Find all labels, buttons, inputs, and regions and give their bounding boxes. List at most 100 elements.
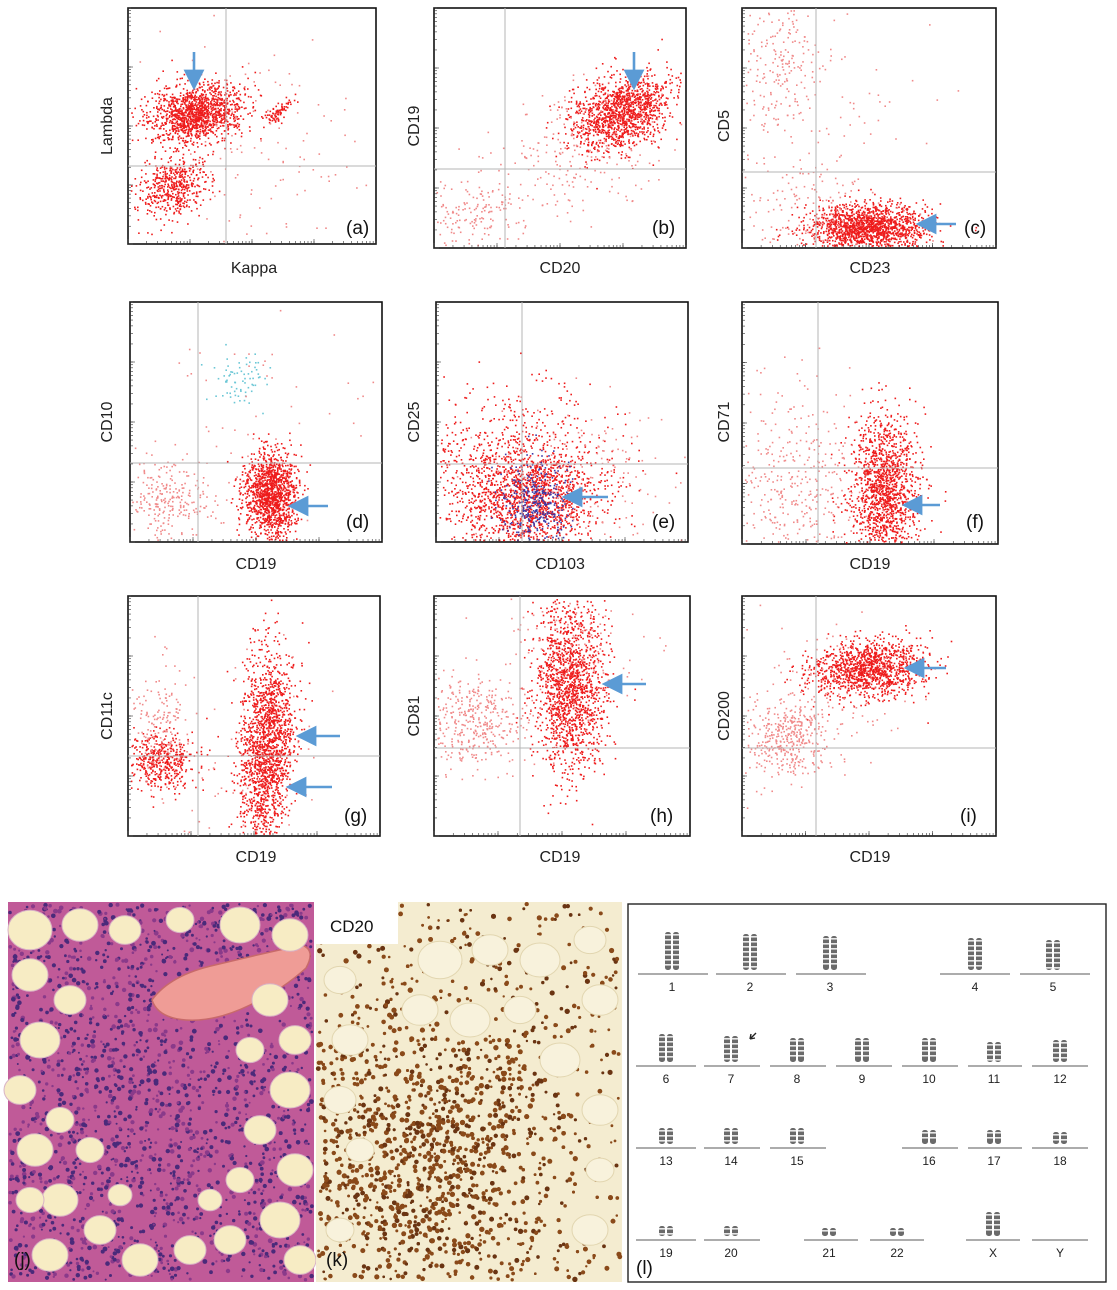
event-dot — [844, 195, 846, 197]
event-dot — [221, 114, 223, 117]
event-dot — [146, 187, 148, 189]
event-dot — [170, 170, 173, 173]
event-dot — [620, 142, 622, 144]
event-dot — [156, 194, 158, 197]
event-dot — [603, 156, 605, 159]
event-dot — [195, 163, 197, 166]
event-dot — [365, 184, 368, 187]
event-dot — [223, 194, 226, 196]
event-dot — [177, 138, 180, 141]
event-dot — [228, 94, 231, 97]
event-dot — [589, 129, 592, 131]
event-dot — [204, 144, 207, 147]
event-dot — [276, 109, 279, 112]
event-dot — [621, 95, 624, 97]
event-dot — [137, 122, 140, 125]
event-dot — [199, 156, 201, 159]
event-dot — [620, 87, 622, 90]
event-dot — [178, 118, 180, 120]
event-dot — [443, 242, 446, 244]
event-dot — [199, 125, 201, 127]
event-dot — [162, 180, 165, 182]
event-dot — [667, 97, 669, 100]
event-dot — [179, 172, 181, 174]
event-dot — [231, 123, 233, 126]
event-dot — [440, 205, 443, 208]
event-dot — [482, 207, 484, 210]
event-dot — [857, 234, 860, 236]
event-dot — [466, 180, 469, 183]
event-dot — [582, 124, 585, 127]
event-dot — [217, 107, 219, 110]
event-dot — [186, 190, 189, 192]
event-dot — [182, 147, 184, 149]
event-dot — [194, 201, 197, 203]
event-dot — [838, 226, 840, 229]
event-dot — [177, 150, 180, 153]
event-dot — [633, 96, 636, 98]
event-dot — [471, 220, 473, 223]
event-dot — [657, 130, 660, 132]
event-dot — [601, 122, 603, 125]
event-dot — [595, 102, 597, 105]
event-dot — [163, 95, 165, 97]
event-dot — [198, 120, 200, 123]
event-dot — [239, 99, 242, 102]
event-dot — [212, 85, 214, 87]
event-dot — [582, 102, 585, 105]
event-dot — [597, 122, 600, 124]
event-dot — [594, 169, 596, 172]
event-dot — [206, 89, 209, 91]
event-dot — [644, 107, 647, 110]
event-dot — [465, 189, 467, 191]
event-dot — [178, 212, 180, 214]
event-dot — [791, 214, 794, 216]
event-dot — [173, 182, 175, 185]
event-dot — [185, 112, 187, 114]
event-dot — [589, 108, 591, 111]
event-dot — [191, 91, 194, 93]
event-dot — [182, 205, 185, 207]
event-dot — [216, 120, 218, 122]
event-dot — [572, 128, 575, 130]
event-dot — [280, 122, 283, 125]
event-dot — [585, 167, 588, 169]
event-dot — [613, 100, 615, 102]
event-dot — [643, 81, 645, 84]
event-dot — [617, 88, 620, 91]
event-dot — [899, 238, 901, 240]
event-dot — [801, 232, 804, 235]
event-dot — [235, 124, 237, 126]
event-dot — [647, 83, 650, 85]
event-dot — [634, 134, 637, 137]
event-dot — [914, 226, 917, 229]
event-dot — [670, 89, 673, 91]
event-dot — [166, 172, 168, 175]
event-dot — [164, 150, 167, 152]
event-dot — [612, 94, 614, 96]
event-dot — [219, 157, 222, 160]
event-dot — [592, 82, 595, 84]
event-dot — [592, 96, 595, 99]
event-dot — [641, 91, 643, 93]
event-dot — [598, 129, 601, 132]
event-dot — [245, 107, 247, 109]
event-dot — [165, 180, 167, 183]
event-dot — [628, 139, 630, 141]
event-dot — [835, 220, 837, 222]
event-dot — [577, 104, 580, 106]
event-dot — [597, 113, 600, 116]
event-dot — [153, 194, 155, 197]
event-dot — [195, 122, 197, 124]
event-dot — [146, 128, 148, 130]
event-dot — [194, 80, 196, 83]
event-dot — [490, 225, 493, 227]
event-dot — [571, 132, 573, 135]
event-dot — [871, 237, 874, 240]
scatter-points — [130, 14, 368, 243]
event-dot — [565, 118, 567, 120]
event-dot — [169, 96, 172, 98]
event-dot — [660, 138, 662, 141]
event-dot — [195, 130, 198, 133]
event-dot — [570, 115, 572, 118]
